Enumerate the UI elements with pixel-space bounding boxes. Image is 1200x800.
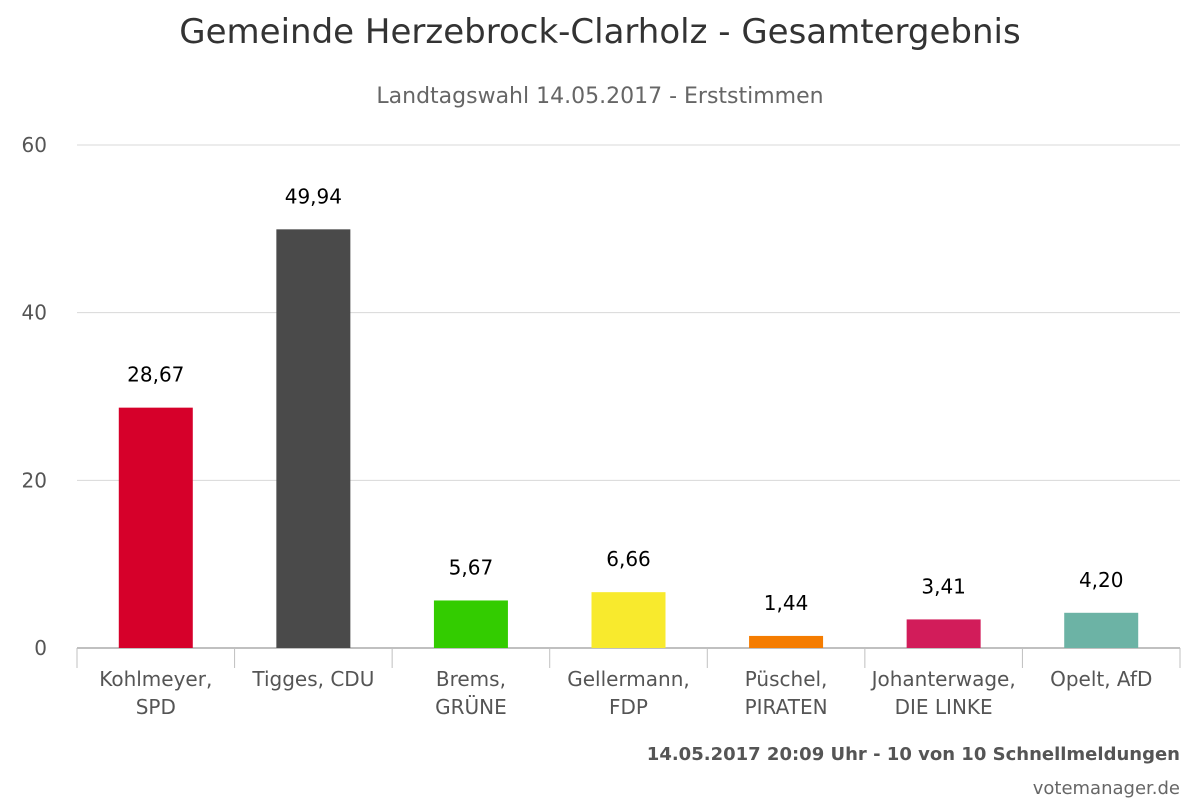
data-label: 5,67 bbox=[449, 555, 494, 579]
bar bbox=[591, 592, 666, 648]
y-tick-label: 20 bbox=[22, 468, 47, 492]
bar bbox=[1064, 612, 1139, 648]
category-label-line: Tigges, CDU bbox=[251, 667, 374, 691]
y-tick-label: 0 bbox=[34, 636, 47, 660]
data-label: 28,67 bbox=[127, 363, 184, 387]
category-label: Brems, GRÜNE bbox=[435, 667, 507, 719]
category-label: Opelt, AfD bbox=[1050, 667, 1152, 691]
category-label: Püschel, PIRATEN bbox=[745, 667, 828, 719]
category-label-line: PIRATEN bbox=[745, 695, 828, 719]
category-label-line: Gellermann, bbox=[567, 667, 690, 691]
category-label: Johanterwage, DIE LINKE bbox=[870, 667, 1016, 719]
data-label: 6,66 bbox=[606, 547, 651, 571]
data-label: 49,94 bbox=[285, 184, 342, 208]
y-tick-label: 60 bbox=[22, 133, 47, 157]
bar bbox=[906, 619, 981, 648]
credit-link[interactable]: votemanager.de bbox=[1032, 778, 1180, 799]
chart-subtitle: Landtagswahl 14.05.2017 - Erststimmen bbox=[376, 84, 824, 109]
category-label-line: Püschel, bbox=[745, 667, 828, 691]
category-label-line: FDP bbox=[609, 695, 648, 719]
category-label-line: GRÜNE bbox=[435, 695, 507, 719]
category-label: Gellermann, FDP bbox=[567, 667, 690, 719]
category-label-line: Opelt, AfD bbox=[1050, 667, 1152, 691]
category-label-line: Brems, bbox=[436, 667, 506, 691]
bar bbox=[433, 600, 508, 648]
category-label-line: Johanterwage, bbox=[870, 667, 1016, 691]
category-label-line: DIE LINKE bbox=[895, 695, 993, 719]
bar bbox=[276, 229, 351, 648]
chart-title: Gemeinde Herzebrock-Clarholz - Gesamterg… bbox=[179, 12, 1021, 52]
data-label: 3,41 bbox=[921, 574, 966, 598]
data-label: 4,20 bbox=[1079, 568, 1124, 592]
category-label: Kohlmeyer, SPD bbox=[99, 667, 212, 719]
y-tick-label: 40 bbox=[22, 301, 47, 325]
category-label-line: SPD bbox=[136, 695, 176, 719]
category-label: Tigges, CDU bbox=[251, 667, 374, 691]
category-label-line: Kohlmeyer, bbox=[99, 667, 212, 691]
footer-note: 14.05.2017 20:09 Uhr - 10 von 10 Schnell… bbox=[646, 744, 1180, 765]
bar bbox=[749, 635, 824, 648]
data-label: 1,44 bbox=[764, 591, 809, 615]
bar bbox=[118, 407, 193, 648]
